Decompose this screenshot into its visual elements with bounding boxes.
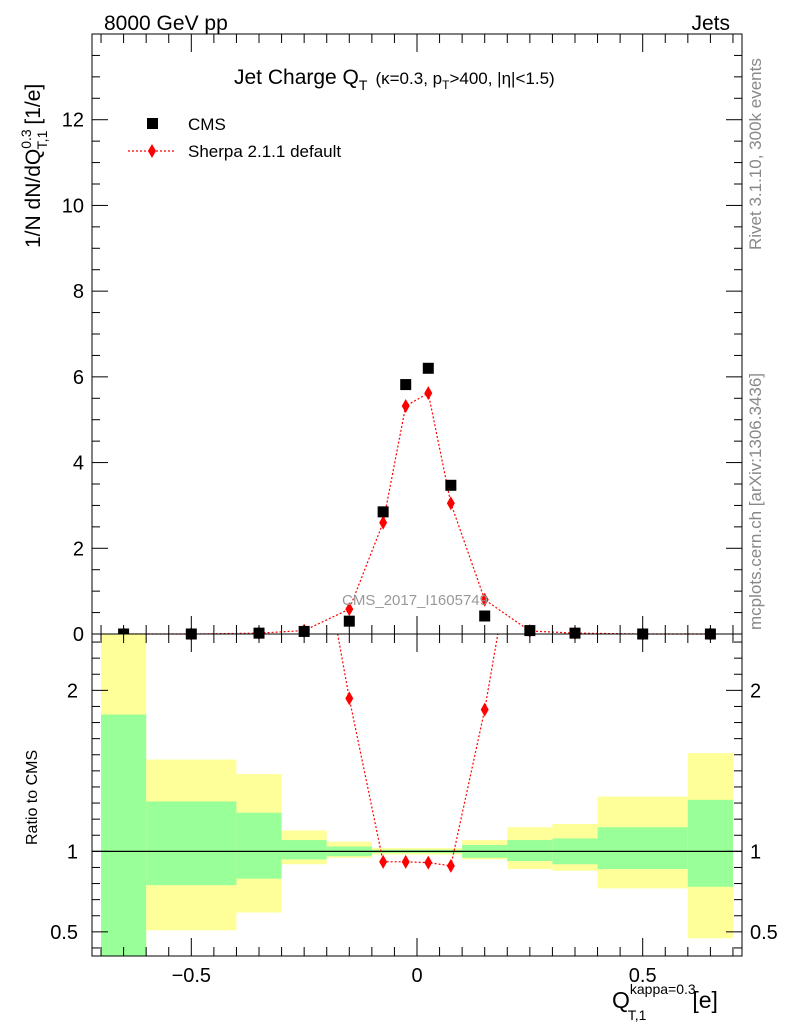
cms-point bbox=[445, 479, 457, 491]
title-main-sub: T bbox=[359, 77, 368, 93]
analysis-watermark: CMS_2017_I1605749 bbox=[342, 592, 488, 609]
sherpa-point bbox=[446, 496, 455, 511]
legend-cms-label: CMS bbox=[188, 115, 226, 134]
cms-point bbox=[377, 506, 389, 518]
header-right: Jets bbox=[691, 12, 730, 35]
ratio-band-inner bbox=[236, 812, 282, 879]
ratio-y-tick-label-right: 2 bbox=[750, 680, 761, 702]
main-y-tick-label: 10 bbox=[62, 195, 84, 217]
ratio-band-inner bbox=[101, 714, 147, 956]
main-y-tick-label: 4 bbox=[73, 453, 84, 475]
title-detail: (κ=0.3, p bbox=[375, 69, 442, 88]
sherpa-point bbox=[345, 602, 354, 617]
ratio-band-inner bbox=[507, 840, 553, 862]
ylabel-sup: 0.3 bbox=[18, 129, 34, 149]
title-main: Jet Charge Q bbox=[234, 66, 359, 89]
sherpa-point bbox=[480, 592, 489, 607]
sherpa-point bbox=[379, 515, 388, 530]
ratio-y-tick-label: 2 bbox=[67, 680, 78, 702]
title-detail-rest: >400, |η|<1.5) bbox=[449, 69, 554, 88]
ratio-plot-axes: 0.5 0.5 1 1 2 2 −0.5 0 0.5 bbox=[50, 633, 778, 987]
main-y-tick-label: 0 bbox=[73, 624, 84, 646]
main-y-tick-label: 6 bbox=[73, 367, 84, 389]
mcplots-label: mcplots.cern.ch [arXiv:1306.3436] bbox=[746, 373, 765, 630]
main-y-tick-label: 12 bbox=[62, 110, 84, 132]
xlabel-unit: [e] bbox=[692, 987, 718, 1013]
ratio-sherpa-line bbox=[337, 634, 499, 867]
x-tick-label: 0.5 bbox=[629, 965, 657, 987]
ylabel-sub: T,1 bbox=[34, 130, 50, 149]
x-tick-label: 0 bbox=[411, 965, 422, 987]
ratio-band-inner bbox=[597, 827, 688, 870]
ratio-band-inner bbox=[687, 799, 733, 887]
sherpa-point bbox=[401, 399, 410, 413]
ratio-y-tick-label-right: 1 bbox=[750, 841, 761, 863]
xlabel-main: Q bbox=[612, 987, 630, 1013]
main-y-axis-label: 1/N dN/dQ0.3T,1 [1/e] bbox=[18, 84, 50, 248]
legend-sherpa-label: Sherpa 2.1.1 default bbox=[188, 142, 341, 161]
main-y-tick-label: 8 bbox=[73, 281, 84, 303]
cms-point bbox=[422, 362, 434, 374]
ratio-sherpa-point bbox=[424, 855, 433, 870]
legend-sherpa-marker bbox=[148, 144, 156, 158]
ratio-sherpa-point bbox=[401, 854, 410, 869]
xlabel-sub: T,1 bbox=[628, 1007, 647, 1023]
x-axis-label: Qkappa=0.3 T,1 [e] bbox=[612, 981, 718, 1023]
ratio-sherpa-point bbox=[446, 858, 455, 873]
main-plot-axes: 0 2 4 6 8 10 12 bbox=[62, 33, 743, 646]
xlabel-sup: kappa=0.3 bbox=[630, 981, 696, 997]
ratio-y-axis-label: Ratio to CMS bbox=[24, 750, 41, 845]
ratio-y-tick-label-right: 0.5 bbox=[750, 922, 778, 944]
ratio-sherpa-point bbox=[379, 854, 388, 869]
cms-point bbox=[343, 615, 355, 627]
ylabel-main: 1/N dN/dQ bbox=[22, 149, 45, 248]
ratio-bands bbox=[101, 634, 733, 956]
cms-point bbox=[479, 610, 491, 622]
cms-point bbox=[400, 379, 412, 391]
ratio-sherpa-point bbox=[480, 702, 489, 717]
ratio-y-tick-label: 0.5 bbox=[50, 922, 78, 944]
ratio-band-inner bbox=[281, 840, 327, 860]
ratio-plot-data bbox=[337, 634, 499, 873]
plot-title: Jet Charge QT (κ=0.3, pT>400, |η|<1.5) bbox=[234, 66, 555, 93]
ratio-y-tick-label: 1 bbox=[67, 841, 78, 863]
x-tick-label: −0.5 bbox=[172, 965, 211, 987]
rivet-version-label: Rivet 3.1.10, 300k events bbox=[746, 58, 765, 250]
title-detail-sub: T bbox=[442, 78, 450, 92]
ylabel-unit: [1/e] bbox=[22, 84, 45, 125]
ratio-sherpa-point bbox=[345, 691, 354, 706]
sherpa-point bbox=[424, 386, 433, 401]
legend-cms-marker bbox=[147, 118, 158, 129]
ratio-band-inner bbox=[146, 801, 237, 886]
main-y-tick-label: 2 bbox=[73, 538, 84, 560]
header-left: 8000 GeV pp bbox=[104, 12, 228, 35]
legend: CMS Sherpa 2.1.1 default bbox=[128, 115, 341, 161]
